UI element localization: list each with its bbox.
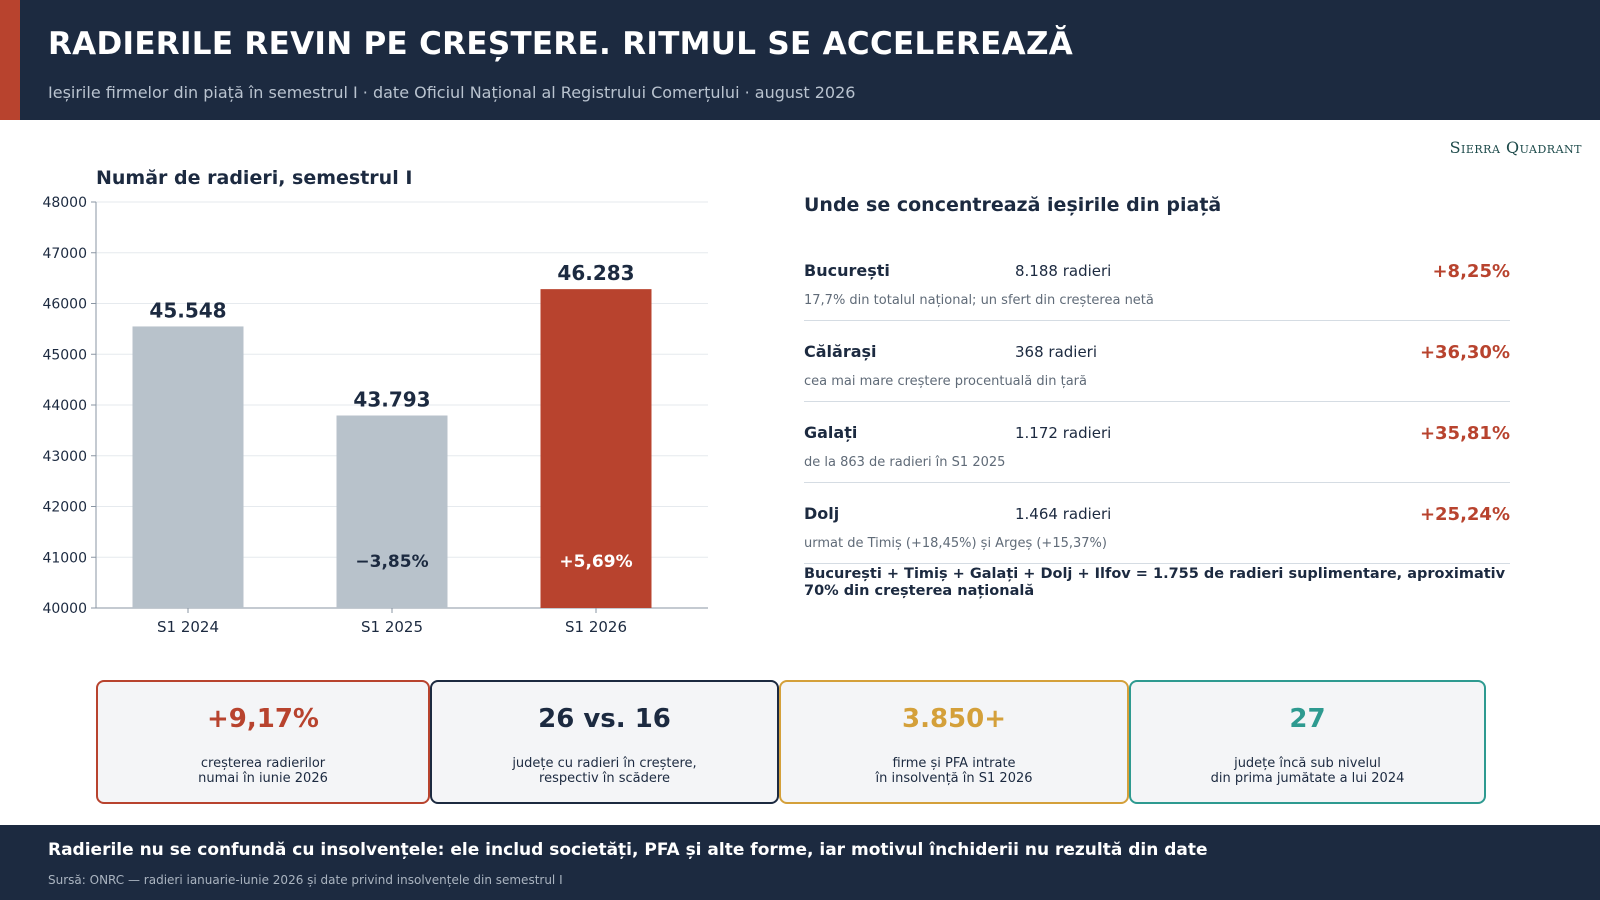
region-divider — [804, 563, 1510, 564]
brand-logo: Sierra Quadrant — [1449, 138, 1582, 157]
y-tick-label: 46000 — [42, 297, 87, 313]
y-tick-label: 44000 — [42, 398, 87, 414]
region-row: Galați 1.172 radieri +35,81% de la 863 de r… — [804, 423, 1510, 503]
header-bar: RADIERILE REVIN PE CREȘTERE. RITMUL SE A… — [0, 0, 1600, 120]
footer-note: Radierile nu se confundă cu insolvențele… — [48, 840, 1208, 860]
region-divider — [804, 320, 1510, 321]
kpi-value: 3.850+ — [901, 704, 1007, 734]
region-note: cea mai mare creștere procentuală din ța… — [804, 374, 1087, 389]
region-note: de la 863 de radieri în S1 2025 — [804, 455, 1006, 470]
y-tick-label: 40000 — [42, 601, 87, 617]
y-tick-label: 47000 — [42, 246, 87, 262]
region-row: Dolj 1.464 radieri +25,24% urmat de Timiș (… — [804, 504, 1510, 584]
bar — [540, 289, 652, 608]
bar — [132, 326, 244, 608]
region-count: 1.172 radieri — [1015, 424, 1112, 442]
region-row: București 8.188 radieri +8,25% 17,7% din to… — [804, 261, 1510, 341]
bar-value-label: 46.283 — [557, 261, 634, 285]
y-tick-label: 48000 — [42, 195, 87, 211]
kpi-value: +9,17% — [207, 704, 319, 734]
region-note: urmat de Timiș (+18,45%) și Argeș (+15,3… — [804, 536, 1107, 551]
region-name: Călărași — [804, 342, 877, 361]
region-change: +35,81% — [1419, 423, 1510, 444]
kpi-card: 3.850+ firme și PFA intrate în insolvență… — [779, 680, 1129, 804]
region-name: Dolj — [804, 504, 840, 523]
kpi-value: 26 vs. 16 — [538, 704, 671, 734]
bar — [336, 415, 448, 608]
kpi-card: 27 județe încă sub nivelul din prima jumă… — [1129, 680, 1486, 804]
y-tick-label: 41000 — [42, 550, 87, 566]
kpi-label: firme și PFA intrate în insolvență în S1… — [875, 756, 1033, 786]
region-change: +25,24% — [1419, 504, 1510, 525]
bar-value-label: 43.793 — [353, 388, 430, 412]
x-tick-label: S1 2026 — [565, 618, 627, 636]
page-title: RADIERILE REVIN PE CREȘTERE. RITMUL SE A… — [48, 26, 1074, 62]
kpi-label: județe încă sub nivelul din prima jumăta… — [1210, 756, 1405, 786]
region-change: +8,25% — [1432, 261, 1510, 282]
kpi-card: 26 vs. 16 județe cu radieri în creștere, … — [430, 680, 779, 804]
region-name: Galați — [804, 423, 858, 442]
region-name: București — [804, 261, 890, 280]
region-divider — [804, 482, 1510, 483]
bar-change-label: +5,69% — [559, 552, 632, 572]
bar-value-label: 45.548 — [149, 298, 226, 322]
x-tick-label: S1 2025 — [361, 618, 423, 636]
regions-summary: București + Timiș + Galați + Dolj + Ilfo… — [804, 566, 1506, 599]
bar-change-label: −3,85% — [355, 552, 428, 572]
kpi-value: 27 — [1289, 704, 1326, 734]
y-tick-label: 43000 — [42, 449, 87, 465]
chart-title: Număr de radieri, semestrul I — [96, 167, 413, 189]
region-change: +36,30% — [1419, 342, 1510, 363]
footer-bar: Radierile nu se confundă cu insolvențele… — [0, 825, 1600, 900]
header-accent-stripe — [0, 0, 20, 120]
y-tick-label: 42000 — [42, 500, 87, 516]
region-count: 368 radieri — [1015, 343, 1098, 361]
kpi-label: creșterea radierilor numai în iunie 2026 — [198, 756, 328, 786]
kpi-label: județe cu radieri în creștere, respectiv… — [512, 756, 697, 786]
footer-source: Sursă: ONRC — radieri ianuarie-iunie 202… — [48, 873, 563, 887]
y-tick-label: 45000 — [42, 347, 87, 363]
page-subtitle: Ieșirile firmelor din piață în semestrul… — [48, 83, 856, 102]
bar-chart: 40000 41000 42000 43000 44000 45000 46000 47000… — [42, 195, 708, 636]
region-note: 17,7% din totalul național; un sfert din… — [804, 293, 1154, 308]
region-divider — [804, 401, 1510, 402]
region-row: Călărași 368 radieri +36,30% cea mai mare c… — [804, 342, 1510, 422]
region-count: 1.464 radieri — [1015, 505, 1112, 523]
regions-panel-title: Unde se concentrează ieșirile din piață — [804, 194, 1222, 216]
x-tick-label: S1 2024 — [157, 618, 219, 636]
region-count: 8.188 radieri — [1015, 262, 1112, 280]
kpi-card: +9,17% creșterea radierilor numai în iuni… — [96, 680, 430, 804]
